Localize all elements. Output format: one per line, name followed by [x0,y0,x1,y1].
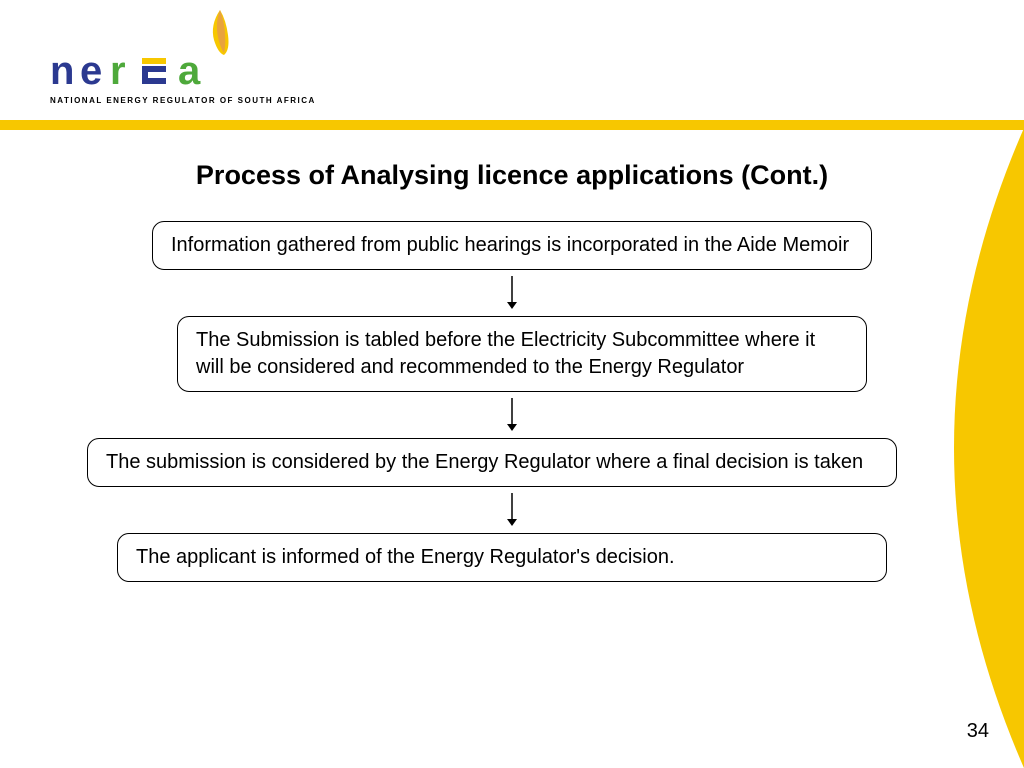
flame-icon [200,5,240,60]
svg-text:r: r [110,50,126,92]
down-arrow-icon [505,493,519,527]
slide-title: Process of Analysing licence application… [0,160,1024,191]
flow-step: The applicant is informed of the Energy … [117,533,887,582]
slide-content: Process of Analysing licence application… [0,145,1024,768]
divider-bar [0,120,1024,130]
slide-header: n e r a NATIONAL ENERGY REGULATOR OF SOU… [0,0,1024,120]
svg-text:e: e [80,50,102,92]
down-arrow-icon [505,276,519,310]
logo-tagline: NATIONAL ENERGY REGULATOR OF SOUTH AFRIC… [50,96,316,105]
logo-wordmark: n e r a [50,50,316,92]
svg-text:a: a [178,50,201,92]
down-arrow-icon [505,398,519,432]
flowchart: Information gathered from public hearing… [0,221,1024,582]
flow-step: The Submission is tabled before the Elec… [177,316,867,392]
flow-step: Information gathered from public hearing… [152,221,872,270]
page-number: 34 [967,720,989,743]
flow-step: The submission is considered by the Ener… [87,438,897,487]
logo: n e r a NATIONAL ENERGY REGULATOR OF SOU… [50,15,316,105]
svg-text:n: n [50,50,74,92]
